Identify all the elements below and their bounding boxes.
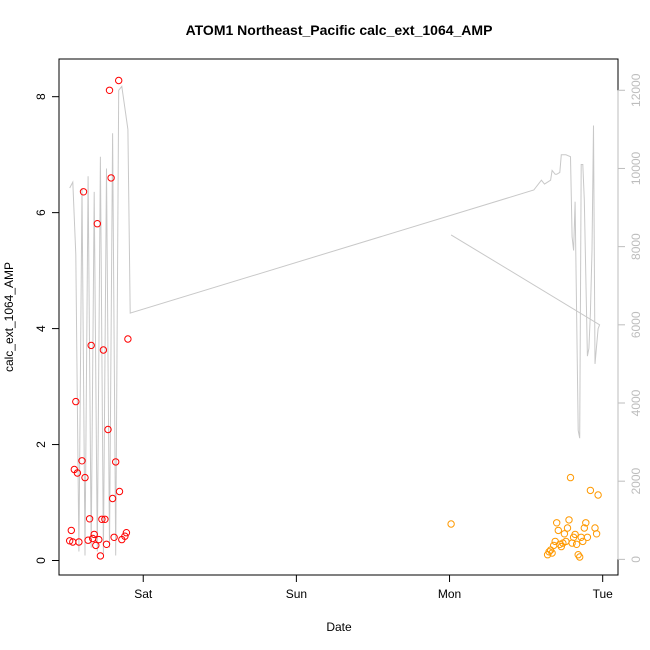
y2-tick-label: 6000 — [629, 311, 643, 338]
y2-tick-label: 12000 — [629, 73, 643, 107]
data-point-series-2 — [582, 519, 590, 527]
x-tick-label: Sat — [134, 587, 153, 601]
y-tick-label: 4 — [34, 325, 48, 332]
data-point-series-1 — [110, 533, 118, 541]
x-axis: Sat Sun Mon Tue — [134, 574, 614, 601]
data-point-series-2 — [594, 491, 602, 499]
data-point-series-2 — [583, 533, 592, 541]
data-point-series-1 — [115, 487, 124, 496]
data-point-series-1 — [95, 535, 103, 544]
data-point-series-2 — [580, 524, 588, 532]
data-point-series-1 — [108, 494, 117, 503]
data-point-series-1 — [122, 529, 131, 537]
data-point-series-1 — [124, 335, 132, 343]
x-tick-label: Mon — [438, 587, 461, 601]
data-point-series-1 — [107, 174, 115, 182]
y-tick-label: 0 — [34, 557, 48, 564]
data-point-series-2 — [579, 537, 587, 546]
y-tick-label: 6 — [34, 209, 48, 216]
data-point-series-1 — [105, 86, 114, 95]
data-point-series-2 — [566, 473, 575, 482]
data-point-series-1 — [84, 536, 92, 544]
y2-tick-label: 4000 — [629, 389, 643, 416]
data-point-series-2 — [554, 526, 562, 535]
data-point-series-1 — [93, 220, 102, 228]
data-point-series-1 — [92, 541, 100, 550]
data-point-series-2 — [560, 530, 569, 538]
y2-tick-label: 2000 — [629, 468, 643, 495]
points-layer — [66, 76, 602, 561]
data-point-series-1 — [98, 515, 106, 523]
x-tick-label: Tue — [593, 587, 614, 601]
data-point-series-2 — [551, 537, 559, 546]
data-point-series-1 — [112, 458, 120, 466]
data-point-series-1 — [67, 526, 76, 535]
data-point-series-1 — [85, 515, 94, 523]
data-point-series-1 — [104, 425, 112, 434]
data-point-series-1 — [102, 540, 111, 548]
data-point-series-2 — [577, 533, 585, 541]
data-point-series-1 — [96, 552, 105, 560]
data-point-series-1 — [90, 530, 98, 539]
data-point-series-2 — [576, 553, 584, 561]
data-point-series-1 — [81, 473, 89, 482]
y-tick-label: 8 — [34, 93, 48, 100]
data-point-series-2 — [586, 486, 595, 495]
data-point-series-2 — [565, 516, 573, 524]
chart-title: ATOM1 Northeast_Pacific calc_ext_1064_AM… — [186, 22, 493, 38]
y-axis: 0 2 4 6 8 — [34, 93, 60, 564]
data-point-series-2 — [447, 520, 455, 528]
plot-area — [58, 58, 619, 576]
data-point-series-1 — [79, 188, 88, 196]
data-point-series-1 — [99, 346, 108, 354]
secondary-series-line — [69, 85, 601, 556]
data-point-series-1 — [87, 341, 95, 350]
y2-tick-label: 0 — [629, 556, 643, 563]
data-point-series-1 — [121, 532, 129, 540]
data-point-series-1 — [78, 457, 86, 465]
data-point-series-2 — [550, 541, 558, 550]
y2-tick-label: 8000 — [629, 233, 643, 260]
data-point-series-2 — [557, 542, 565, 551]
data-point-series-2 — [571, 530, 579, 539]
data-point-series-1 — [115, 76, 123, 85]
y-axis-label: calc_ext_1064_AMP — [2, 262, 16, 372]
data-point-series-2 — [548, 549, 556, 557]
y2-tick-label: 10000 — [629, 151, 643, 185]
data-point-series-1 — [75, 538, 83, 546]
y2-axis: 0 2000 4000 6000 8000 10000 12000 — [617, 73, 643, 563]
secondary-line-layer — [69, 85, 601, 556]
data-point-series-2 — [572, 540, 581, 548]
y-tick-label: 2 — [34, 441, 48, 448]
data-point-series-1 — [72, 397, 80, 406]
data-point-series-1 — [73, 469, 82, 477]
data-point-series-1 — [101, 515, 109, 523]
data-point-series-2 — [592, 530, 601, 538]
x-axis-label: Date — [326, 620, 352, 634]
x-tick-label: Sun — [286, 587, 307, 601]
data-point-series-2 — [553, 519, 561, 527]
data-point-series-2 — [563, 524, 572, 532]
